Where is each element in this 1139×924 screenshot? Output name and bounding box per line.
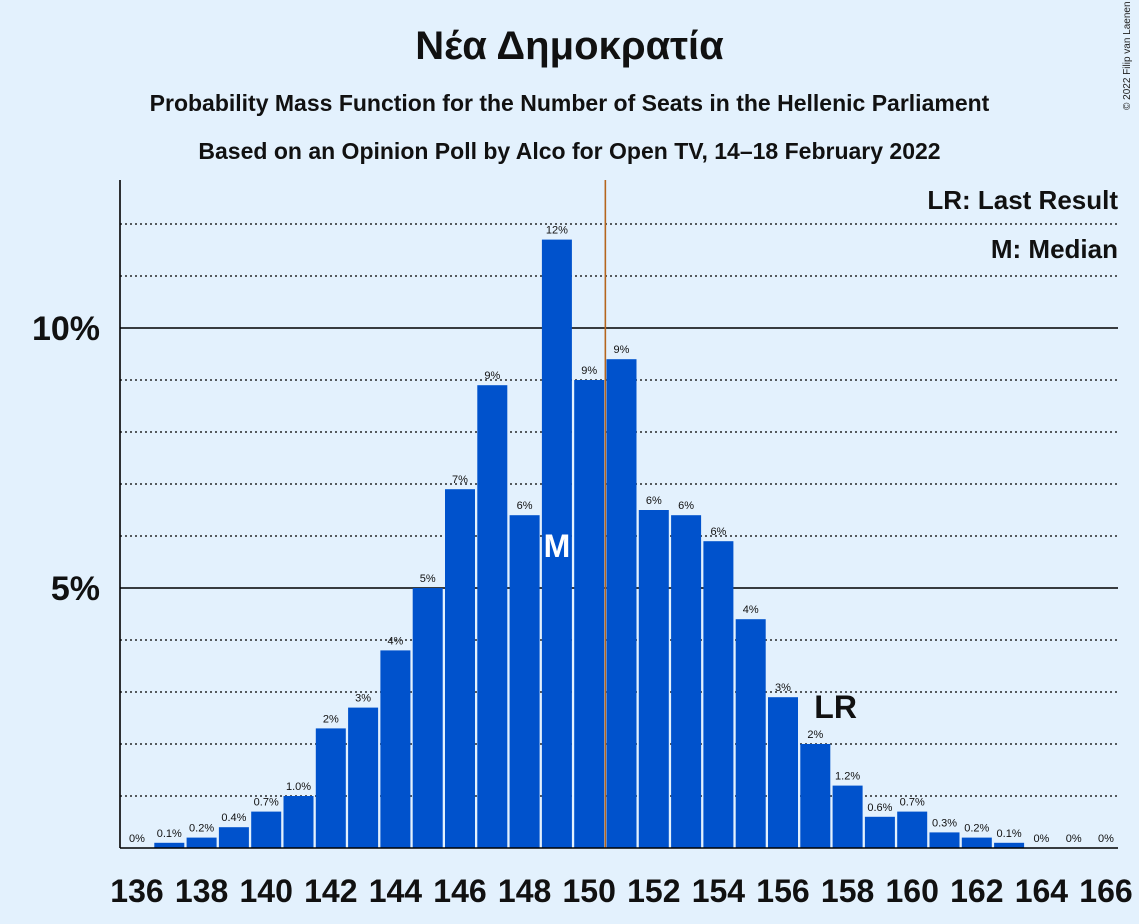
- x-tick-label: 142: [304, 873, 357, 909]
- data-label-147: 9%: [484, 370, 500, 382]
- data-label-143: 3%: [355, 693, 371, 705]
- median-marker: M: [544, 528, 571, 564]
- x-tick-label: 144: [369, 873, 423, 909]
- legend-last-result: LR: Last Result: [927, 185, 1118, 215]
- x-tick-label: 152: [627, 873, 680, 909]
- bar-156: [768, 697, 798, 848]
- bar-154: [703, 541, 734, 848]
- bar-143: [348, 707, 379, 848]
- data-label-162: 0.2%: [964, 823, 989, 835]
- x-tick-label: 156: [756, 873, 809, 909]
- bar-160: [897, 811, 928, 848]
- bar-158: [832, 785, 863, 848]
- bar-163: [994, 842, 1025, 848]
- bar-155: [735, 619, 766, 848]
- y-tick-label: 5%: [51, 570, 100, 608]
- x-tick-label: 146: [433, 873, 486, 909]
- bar-147: [477, 385, 508, 848]
- data-label-139: 0.4%: [221, 812, 246, 824]
- bar-142: [315, 728, 346, 848]
- x-tick-label: 162: [950, 873, 1003, 909]
- data-label-144: 4%: [387, 635, 403, 647]
- bar-152: [638, 510, 669, 848]
- bar-153: [671, 515, 702, 848]
- bar-141: [283, 796, 314, 848]
- bar-151: [606, 359, 637, 848]
- bar-139: [218, 827, 249, 848]
- bar-161: [929, 832, 960, 848]
- data-label-140: 0.7%: [254, 797, 279, 809]
- x-tick-label: 136: [110, 873, 163, 909]
- chart-subtitle: Probability Mass Function for the Number…: [149, 90, 990, 116]
- bar-145: [412, 588, 443, 848]
- data-label-165: 0%: [1066, 833, 1082, 845]
- data-label-155: 4%: [743, 604, 759, 616]
- x-tick-label: 150: [563, 873, 616, 909]
- x-tick-label: 166: [1079, 873, 1132, 909]
- x-tick-label: 140: [240, 873, 293, 909]
- legend-median: M: Median: [991, 234, 1118, 264]
- data-label-142: 2%: [323, 713, 339, 725]
- chart-subtitle-source: Based on an Opinion Poll by Alco for Ope…: [198, 138, 941, 164]
- bar-138: [186, 837, 217, 848]
- bar-150: [574, 380, 605, 848]
- data-label-150: 9%: [581, 365, 597, 377]
- bar-149: [541, 239, 572, 849]
- data-label-159: 0.6%: [867, 802, 892, 814]
- data-label-166: 0%: [1098, 833, 1114, 845]
- data-label-152: 6%: [646, 495, 662, 507]
- axes: [119, 180, 1118, 849]
- data-label-163: 0.1%: [997, 828, 1022, 840]
- x-tick-label: 160: [886, 873, 939, 909]
- y-tick-label: 10%: [32, 310, 100, 348]
- data-label-153: 6%: [678, 500, 694, 512]
- bar-137: [154, 842, 185, 848]
- bar-162: [961, 837, 992, 848]
- data-label-157: 2%: [807, 729, 823, 741]
- x-tick-label: 138: [175, 873, 228, 909]
- chart-title: Νέα Δημοκρατία: [415, 24, 724, 68]
- bar-159: [864, 816, 895, 848]
- grid-lines: [120, 223, 1118, 797]
- data-label-156: 3%: [775, 682, 791, 694]
- data-label-136: 0%: [129, 833, 145, 845]
- data-label-145: 5%: [420, 573, 436, 585]
- bar-140: [251, 811, 282, 848]
- bar-144: [380, 650, 411, 848]
- x-tick-label: 158: [821, 873, 874, 909]
- data-label-137: 0.1%: [157, 828, 182, 840]
- bar-148: [509, 515, 540, 848]
- data-label-160: 0.7%: [900, 797, 925, 809]
- data-label-149: 12%: [546, 225, 568, 237]
- data-label-161: 0.3%: [932, 817, 957, 829]
- bar-146: [445, 489, 475, 848]
- data-label-151: 9%: [614, 344, 630, 356]
- tick-labels: 5% 10% 136 138 140 142 144 146 148 150 152 154 156 15…: [32, 310, 1133, 909]
- data-label-146: 7%: [452, 474, 468, 486]
- data-label-164: 0%: [1033, 833, 1049, 845]
- annotations: M LR LR: Last Result M: Median: [544, 185, 1119, 725]
- data-label-158: 1.2%: [835, 771, 860, 783]
- bars: [154, 239, 1025, 849]
- data-label-141: 1.0%: [286, 781, 311, 793]
- data-label-138: 0.2%: [189, 823, 214, 835]
- x-tick-label: 148: [498, 873, 551, 909]
- bar-157: [800, 744, 831, 848]
- x-tick-label: 154: [692, 873, 746, 909]
- data-labels: 0% 0.1% 0.2% 0.4% 0.7% 1.0% 2% 3% 4% 5% 7% 9% 6% 12% 9…: [129, 225, 1114, 845]
- data-label-148: 6%: [517, 500, 533, 512]
- x-tick-label: 164: [1015, 873, 1069, 909]
- data-label-154: 6%: [710, 526, 726, 538]
- last-result-marker: LR: [814, 689, 857, 725]
